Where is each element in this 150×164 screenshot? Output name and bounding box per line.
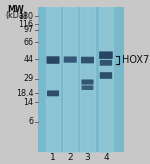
Bar [99,7,113,152]
Text: 66: 66 [23,38,33,47]
Text: 44: 44 [23,55,33,64]
Bar [63,7,77,152]
Text: 1: 1 [50,153,56,162]
Text: 18.4: 18.4 [16,89,33,98]
FancyBboxPatch shape [99,51,113,59]
Text: 3: 3 [85,153,90,162]
FancyBboxPatch shape [81,57,94,63]
Text: 29: 29 [23,74,33,83]
Text: 180: 180 [18,12,33,21]
Text: 116: 116 [18,20,33,29]
Text: 14: 14 [23,98,33,107]
Bar [80,7,94,152]
FancyBboxPatch shape [100,72,112,79]
Bar [46,7,60,152]
Text: 6: 6 [28,117,33,126]
Text: 4: 4 [103,153,109,162]
FancyBboxPatch shape [100,60,112,66]
Text: MW: MW [8,5,24,14]
Text: HOX7: HOX7 [122,55,149,65]
Text: 2: 2 [68,153,73,162]
FancyBboxPatch shape [46,56,60,64]
Text: (kDa): (kDa) [5,11,27,20]
Text: 97: 97 [23,25,33,34]
FancyBboxPatch shape [47,91,59,96]
FancyBboxPatch shape [81,80,93,84]
FancyBboxPatch shape [82,85,93,90]
Bar [38,7,124,152]
FancyBboxPatch shape [64,56,77,63]
